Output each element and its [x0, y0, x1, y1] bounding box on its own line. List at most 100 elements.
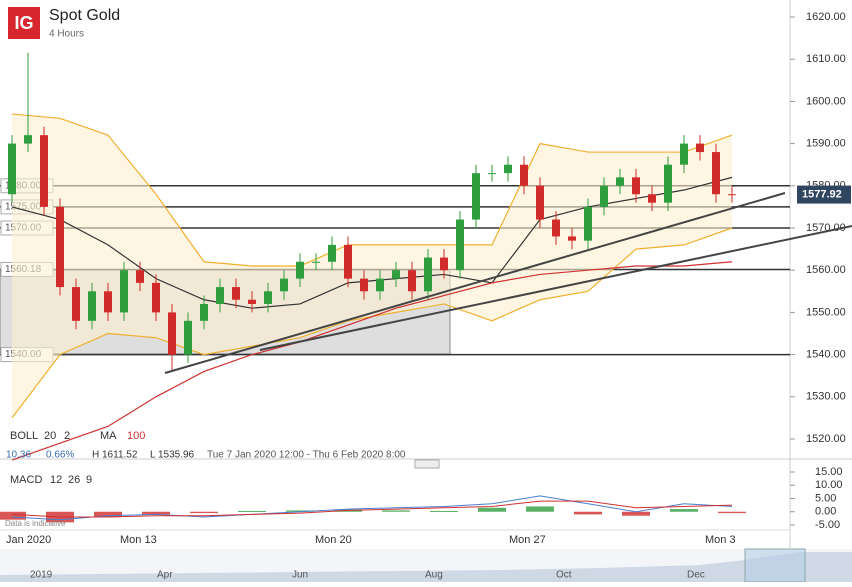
legend-label: MA [100, 430, 117, 442]
candle-body [488, 173, 496, 175]
logo-box [8, 7, 40, 39]
candle-body [56, 206, 64, 288]
legend-label: MACD [10, 474, 42, 486]
macd-line [11, 500, 733, 518]
candle-body [504, 164, 512, 174]
histogram-bar [142, 511, 170, 515]
candle-body [40, 135, 48, 207]
candle-body [120, 270, 128, 313]
candle-body [680, 143, 688, 165]
y-tick-label: 0.00 [815, 506, 836, 518]
candle-body [408, 270, 416, 292]
x-tick-label: Mon 13 [120, 534, 157, 546]
legend-label: 20 [44, 430, 56, 442]
histogram-bar [718, 511, 746, 514]
candle-body [568, 236, 576, 241]
y-tick-label: 1590.00 [806, 138, 846, 150]
histogram-bar [382, 510, 410, 512]
legend-label: BOLL [10, 430, 38, 442]
candle-body [632, 177, 640, 195]
candle-body [664, 164, 672, 203]
candle-body [328, 244, 336, 262]
y-tick-label: 1530.00 [806, 391, 846, 403]
logo: IG [14, 13, 33, 33]
trend-line [259, 225, 852, 351]
candle-body [344, 244, 352, 279]
candle-body [296, 261, 304, 279]
candle-body [456, 219, 464, 271]
candle-body [136, 270, 144, 283]
candle-body [312, 261, 320, 263]
candle-body [200, 303, 208, 321]
y-tick-label: 1620.00 [806, 11, 846, 23]
y-tick-label: 1550.00 [806, 306, 846, 318]
price-tag: 1577.92 [802, 188, 842, 200]
candle-body [8, 143, 16, 195]
info-text: L 1535.96 [150, 450, 195, 461]
navigator-label: 2019 [30, 570, 53, 581]
legend-label: 26 [68, 474, 80, 486]
trend-line [164, 192, 786, 374]
info-text: Tue 7 Jan 2020 12:00 - Thu 6 Feb 2020 8:… [207, 450, 406, 461]
resize-handle[interactable] [414, 459, 440, 469]
legend-label: 12 [50, 474, 62, 486]
histogram-bar [238, 510, 266, 512]
info-text: 10.36 [6, 450, 31, 461]
candle-body [280, 278, 288, 292]
candle-body [600, 185, 608, 207]
y-tick-label: 1520.00 [806, 433, 846, 445]
histogram-bar [286, 510, 314, 512]
candle-body [520, 164, 528, 186]
histogram-bar [670, 509, 698, 512]
y-tick-label: 5.00 [815, 492, 836, 504]
y-tick-label: 1540.00 [806, 349, 846, 361]
y-tick-label: 1610.00 [806, 53, 846, 65]
navigator-window[interactable] [744, 548, 806, 583]
candle-body [536, 185, 544, 220]
legend-label: 100 [127, 430, 145, 442]
histogram-bar [622, 511, 650, 516]
macd-line [11, 495, 733, 521]
y-tick-label: 1600.00 [806, 95, 846, 107]
y-tick-label: 1570.00 [806, 222, 846, 234]
y-tick-label: 15.00 [815, 466, 843, 478]
candle-body [184, 320, 192, 355]
indicator-line [11, 113, 733, 267]
navigator-label: Dec [687, 570, 705, 581]
candle-body [648, 194, 656, 203]
candle-body [584, 206, 592, 241]
navigator-area [0, 552, 852, 582]
note: Data is indicative [5, 519, 66, 528]
candle-body [248, 299, 256, 304]
histogram-bar [574, 511, 602, 515]
candle-body [360, 278, 368, 292]
candle-body [728, 194, 736, 196]
candle-body [616, 177, 624, 186]
navigator-label: Aug [425, 570, 443, 581]
candle-body [552, 219, 560, 237]
y-tick-label: -5.00 [815, 519, 840, 531]
chart-title: Spot Gold [49, 7, 120, 24]
candle-body [392, 270, 400, 279]
histogram-bar [430, 510, 458, 512]
candle-body [376, 278, 384, 292]
candle-body [424, 257, 432, 292]
candle-body [696, 143, 704, 153]
x-tick-label: Mon 20 [315, 534, 352, 546]
legend-label: 9 [86, 474, 92, 486]
candle-body [72, 287, 80, 321]
histogram-bar [478, 507, 506, 512]
info-text: 0.66% [46, 450, 74, 461]
candle-body [88, 291, 96, 321]
candle-body [216, 287, 224, 304]
candle-body [440, 257, 448, 271]
candle-body [152, 282, 160, 313]
x-tick-label: Mon 3 [705, 534, 736, 546]
candle-body [472, 173, 480, 220]
histogram-bar [94, 511, 122, 518]
x-tick-label: Jan 2020 [6, 534, 51, 546]
indicator-line [11, 261, 733, 461]
chart-subtitle: 4 Hours [49, 29, 84, 40]
navigator-label: Jun [292, 570, 308, 581]
